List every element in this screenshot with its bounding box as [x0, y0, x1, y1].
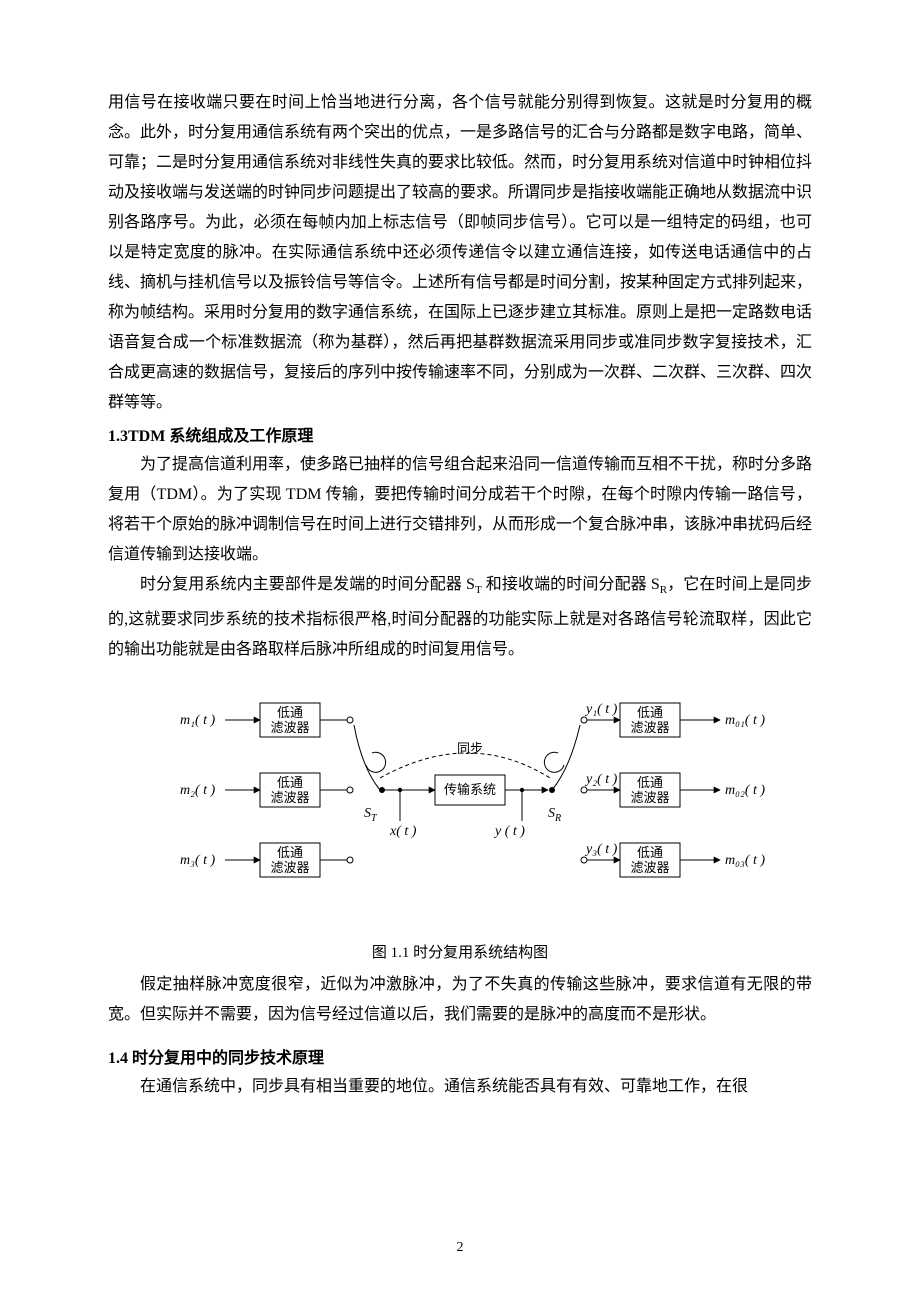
paragraph-intro: 用信号在接收端只要在时间上恰当地进行分离，各个信号就能分别得到恢复。这就是时分复… [108, 88, 812, 418]
svg-text:滤波器: 滤波器 [270, 790, 309, 805]
svg-text:ST: ST [364, 806, 378, 824]
paragraph-after-fig: 假定抽样脉冲宽度很窄，近似为冲激脉冲，为了不失真的传输这些脉冲，要求信道有无限的… [108, 970, 812, 1030]
tdm-system-diagram: m₁( t ) m₂( t ) m₃( t ) 低通 滤波器 低通 滤波器 低通… [150, 683, 770, 913]
lp-filter-out-1: 低通 滤波器 [620, 703, 680, 737]
lp-filter-in-2: 低通 滤波器 [260, 773, 320, 807]
svg-text:滤波器: 滤波器 [630, 860, 669, 875]
signal-xt: x( t ) [389, 824, 417, 839]
signal-y3: y₃( t ) [584, 842, 618, 857]
svg-text:SR: SR [548, 806, 561, 824]
paragraph-1-4: 在通信系统中，同步具有相当重要的地位。通信系统能否具有有效、可靠地工作，在很 [108, 1072, 812, 1102]
svg-text:低通: 低通 [637, 775, 663, 790]
paragraph-1-3-a: 为了提高信道利用率，使多路已抽样的信号组合起来沿同一信道传输而互相不干扰，称时分… [108, 450, 812, 570]
document-page: 用信号在接收端只要在时间上恰当地进行分离，各个信号就能分别得到恢复。这就是时分复… [0, 0, 920, 1302]
lp-filter-out-2: 低通 滤波器 [620, 773, 680, 807]
svg-text:滤波器: 滤波器 [270, 720, 309, 735]
heading-1-3: 1.3TDM 系统组成及工作原理 [108, 422, 812, 446]
svg-text:低通: 低通 [637, 705, 663, 720]
page-number: 2 [0, 1240, 920, 1256]
subscript-r: R [660, 584, 667, 596]
subscript-t: T [475, 584, 482, 596]
signal-y1: y₁( t ) [584, 702, 618, 717]
heading-1-4: 1.4 时分复用中的同步技术原理 [108, 1044, 812, 1068]
signal-m1: m₁( t ) [180, 713, 216, 728]
lp-filter-in-3: 低通 滤波器 [260, 843, 320, 877]
signal-m01: m₀₁( t ) [725, 713, 765, 728]
p3-frag-a: 时分复用系统内主要部件是发端的时间分配器 S [140, 576, 475, 593]
lp-filter-in-1: 低通 滤波器 [260, 703, 320, 737]
signal-y2: y₂( t ) [584, 772, 618, 787]
lp-filter-out-3: 低通 滤波器 [620, 843, 680, 877]
svg-text:低通: 低通 [637, 845, 663, 860]
svg-text:滤波器: 滤波器 [270, 860, 309, 875]
svg-text:传输系统: 传输系统 [444, 782, 496, 797]
figure-caption-1-1: 图 1.1 时分复用系统结构图 [108, 941, 812, 962]
svg-text:滤波器: 滤波器 [630, 790, 669, 805]
p3-frag-b: 和接收端的时间分配器 S [482, 576, 660, 593]
paragraph-1-3-b: 时分复用系统内主要部件是发端的时间分配器 ST 和接收端的时间分配器 SR，它在… [108, 570, 812, 665]
signal-m3: m₃( t ) [180, 853, 216, 868]
commutator-st: ST [354, 725, 386, 824]
signal-m03: m₀₃( t ) [725, 853, 765, 868]
commutator-sr: SR [544, 725, 580, 824]
svg-text:低通: 低通 [277, 705, 303, 720]
sync-label: 同步 [457, 741, 483, 756]
signal-m2: m₂( t ) [180, 783, 216, 798]
svg-text:滤波器: 滤波器 [630, 720, 669, 735]
svg-text:低通: 低通 [277, 845, 303, 860]
transmission-system: 传输系统 [435, 775, 505, 805]
svg-text:低通: 低通 [277, 775, 303, 790]
signal-yt: y ( t ) [493, 824, 525, 839]
signal-m02: m₀₂( t ) [725, 783, 765, 798]
